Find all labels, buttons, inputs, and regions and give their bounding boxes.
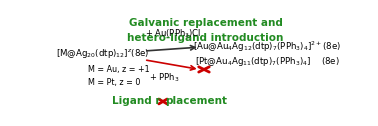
Text: + PPh$_3$: + PPh$_3$ [149, 71, 180, 84]
Text: [Au@Au$_4$Ag$_{12}$(dtp)$_7$(PPh$_3$)$_4$]$^{2+}$(8e): [Au@Au$_4$Ag$_{12}$(dtp)$_7$(PPh$_3$)$_4… [193, 40, 341, 54]
Text: Galvanic replacement and: Galvanic replacement and [129, 18, 282, 28]
Text: placement: placement [165, 97, 227, 106]
Text: [M@Ag$_{20}$(dtp)$_{12}$]$^{z}$(8e): [M@Ag$_{20}$(dtp)$_{12}$]$^{z}$(8e) [56, 47, 150, 60]
Text: hetero-ligand introduction: hetero-ligand introduction [127, 33, 284, 43]
Text: M = Pt, z = 0: M = Pt, z = 0 [88, 78, 141, 87]
Text: Ligand r: Ligand r [112, 97, 161, 106]
Text: [Pt@Au$_4$Ag$_{11}$(dtp)$_7$(PPh$_3$)$_4$]    (8e): [Pt@Au$_4$Ag$_{11}$(dtp)$_7$(PPh$_3$)$_4… [195, 55, 339, 68]
Text: + Au(PPh$_3$)Cl: + Au(PPh$_3$)Cl [145, 28, 201, 40]
Text: M = Au, z = +1: M = Au, z = +1 [88, 65, 150, 74]
